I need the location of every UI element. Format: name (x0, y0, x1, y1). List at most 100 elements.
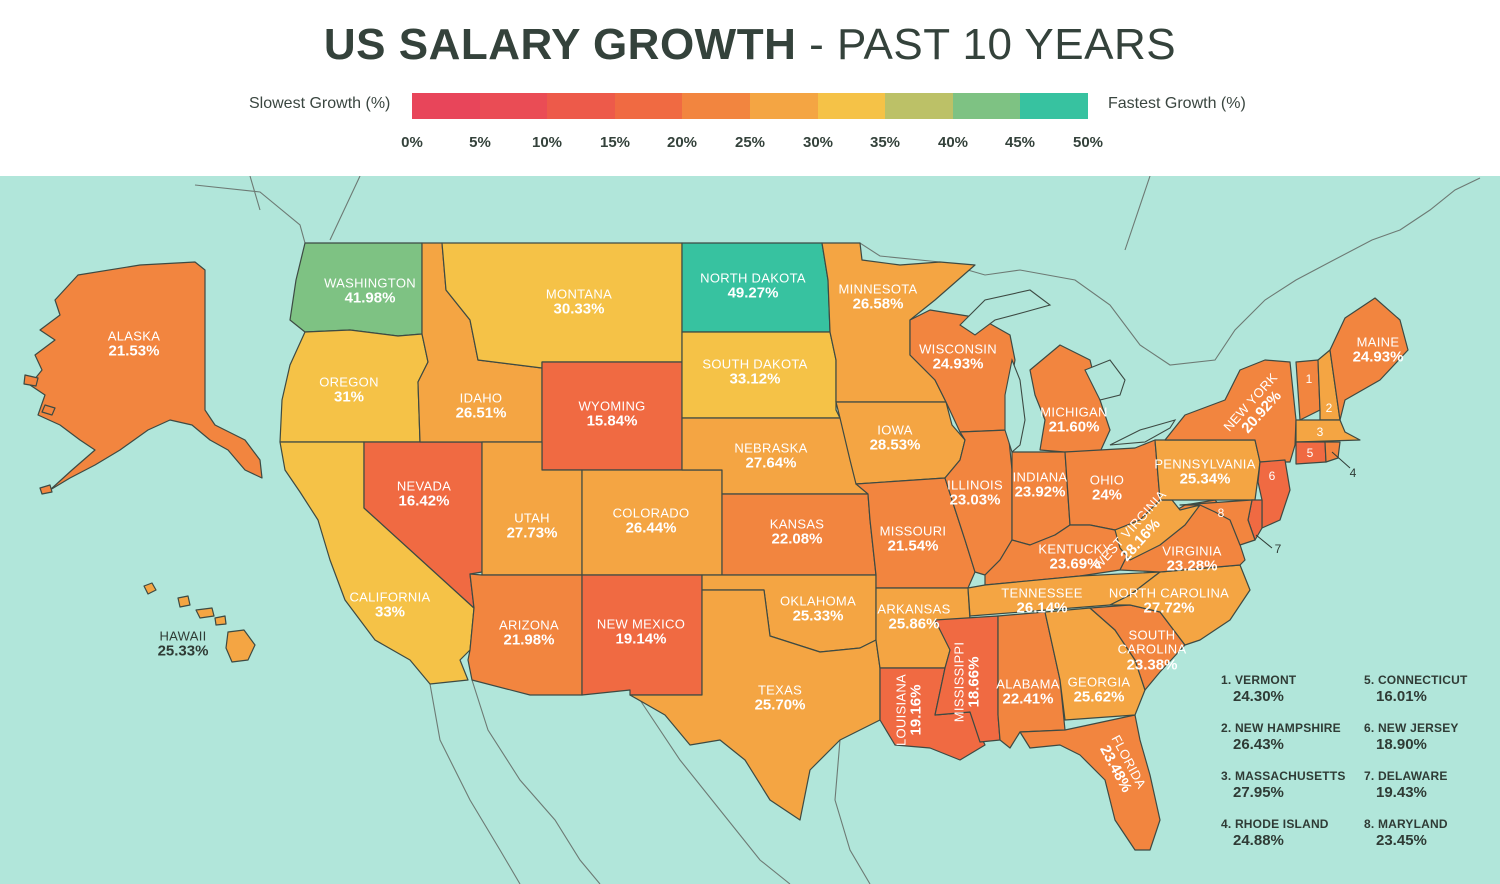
legend-swatch-40-45 (952, 93, 1021, 119)
canada-context-line (249, 176, 1151, 251)
title-sub: - PAST 10 YEARS (809, 20, 1177, 69)
state-maine[interactable] (1329, 297, 1409, 421)
alaska-island (39, 484, 53, 495)
state-vermont[interactable] (1295, 359, 1321, 421)
legend-swatch-20-25 (682, 93, 750, 119)
hawaii-island (177, 595, 191, 608)
label-arkansas: ARKANSAS 25.86% (877, 601, 951, 633)
label-idaho: IDAHO 26.51% (455, 390, 507, 422)
legend-slow-label: Slowest Growth (%) (249, 95, 391, 112)
leader-line-rhode-island (1331, 451, 1351, 469)
state-florida[interactable] (1019, 714, 1161, 851)
label-south-dakota: SOUTH DAKOTA 33.12% (702, 356, 808, 388)
marker-new-jersey: 6 (1268, 469, 1276, 483)
state-alaska[interactable] (29, 261, 263, 491)
title-main: US SALARY GROWTH (323, 20, 797, 69)
marker-connecticut: 5 (1306, 446, 1314, 460)
mexico-inland-line (639, 699, 791, 884)
label-wyoming: WYOMING 15.84% (578, 398, 646, 430)
hawaii-island (143, 582, 157, 595)
mexico-gulf-coast-line (834, 739, 871, 884)
footnote-connecticut: 5. CONNECTICUT 16.01% (1364, 673, 1468, 705)
footnote-rhode-island: 4. RHODE ISLAND 24.88% (1221, 817, 1329, 849)
label-wisconsin: WISCONSIN 24.93% (919, 341, 997, 373)
footnote-new-hampshire: 2. NEW HAMPSHIRE 26.43% (1221, 721, 1341, 753)
label-hawaii: HAWAII 25.33% (157, 628, 209, 660)
header: US SALARY GROWTH - PAST 10 YEARS Slowest… (0, 0, 1500, 176)
label-nevada: NEVADA 16.42% (396, 478, 452, 510)
label-ohio: OHIO 24% (1089, 472, 1125, 504)
hawaii-island (195, 607, 215, 619)
label-illinois: ILLINOIS 23.03% (947, 477, 1003, 509)
state-north-carolina[interactable] (1109, 564, 1251, 646)
label-kentucky: KENTUCKY 23.69% (1038, 541, 1112, 573)
lake-superior (959, 289, 1052, 336)
label-new-mexico: NEW MEXICO 19.14% (596, 616, 686, 648)
legend-swatch-5-10 (479, 93, 548, 119)
label-washington: WASHINGTON 41.98% (324, 275, 416, 307)
label-oregon: OREGON 31% (319, 374, 379, 406)
footnote-delaware: 7. DELAWARE 19.43% (1364, 769, 1448, 801)
legend-swatch-25-30 (749, 93, 818, 119)
label-kansas: KANSAS 22.08% (769, 516, 825, 548)
legend-swatch-45-50 (1020, 93, 1088, 119)
baja-coast-line-west (429, 683, 521, 884)
legend-tick: 45% (1004, 134, 1036, 151)
legend-tick: 20% (666, 134, 698, 151)
marker-delaware: 7 (1274, 542, 1282, 556)
label-georgia: GEORGIA 25.62% (1067, 674, 1131, 706)
legend-tick: 30% (802, 134, 834, 151)
legend-swatch-30-35 (817, 93, 886, 119)
label-south-carolina: SOUTH CAROLINA 23.38% (1117, 627, 1187, 674)
label-louisiana: LOUISIANA 19.16% (893, 673, 925, 747)
label-north-carolina: NORTH CAROLINA 27.72% (1108, 585, 1230, 617)
legend-tick: 15% (599, 134, 631, 151)
label-missouri: MISSOURI 21.54% (879, 523, 947, 555)
legend-swatch-0-5 (412, 93, 480, 119)
state-massachusetts[interactable] (1295, 419, 1361, 443)
legend-tick: 10% (531, 134, 563, 151)
footnote-new-jersey: 6. NEW JERSEY 18.90% (1364, 721, 1459, 753)
label-alabama: ALABAMA 22.41% (996, 676, 1060, 708)
legend-tick: 25% (734, 134, 766, 151)
legend-fast-label: Fastest Growth (%) (1108, 95, 1246, 112)
label-pennsylvania: PENNSYLVANIA 25.34% (1154, 456, 1256, 488)
alaska-island (41, 404, 56, 416)
state-new-york[interactable] (1164, 359, 1297, 463)
label-alaska: ALASKA 21.53% (107, 328, 161, 360)
footnote-maryland: 8. MARYLAND 23.45% (1364, 817, 1448, 849)
label-maine: MAINE 24.93% (1352, 334, 1404, 366)
marker-maryland: 8 (1217, 506, 1225, 520)
label-oklahoma: OKLAHOMA 25.33% (779, 593, 857, 625)
legend-swatch-35-40 (885, 93, 953, 119)
label-indiana: INDIANA 23.92% (1012, 469, 1068, 501)
map-area: WASHINGTON 41.98% OREGON 31% CALIFORNIA 33%… (0, 176, 1500, 884)
label-minnesota: MINNESOTA 26.58% (838, 281, 918, 313)
marker-rhode-island: 4 (1349, 466, 1357, 480)
leader-line-delaware (1255, 534, 1273, 549)
label-iowa: IOWA 28.53% (869, 422, 921, 454)
label-virginia: VIRGINIA 23.28% (1162, 543, 1222, 575)
legend-tick: 50% (1072, 134, 1104, 151)
label-texas: TEXAS 25.70% (754, 682, 806, 714)
label-michigan: MICHIGAN 21.60% (1040, 404, 1108, 436)
label-north-dakota: NORTH DAKOTA 49.27% (700, 270, 806, 302)
lake-huron (1084, 359, 1126, 401)
page-title: US SALARY GROWTH - PAST 10 YEARS (0, 20, 1500, 70)
legend-tick: 40% (937, 134, 969, 151)
label-california: CALIFORNIA 33% (349, 589, 431, 621)
label-montana: MONTANA 30.33% (545, 286, 613, 318)
state-maryland[interactable] (1179, 499, 1256, 546)
label-nebraska: NEBRASKA 27.64% (734, 440, 808, 472)
hawaii-island (214, 615, 227, 626)
state-texas[interactable] (629, 589, 881, 821)
label-mississippi: MISSISSIPPI 18.66% (951, 641, 983, 723)
legend-color-scale (412, 93, 1088, 119)
hawaii-island-big[interactable] (225, 629, 256, 663)
state-new-jersey[interactable] (1257, 459, 1291, 529)
legend-swatch-10-15 (547, 93, 615, 119)
label-utah: UTAH 27.73% (506, 510, 558, 542)
label-arizona: ARIZONA 21.98% (499, 617, 559, 649)
lake-erie (1109, 419, 1177, 446)
label-colorado: COLORADO 26.44% (612, 505, 690, 537)
